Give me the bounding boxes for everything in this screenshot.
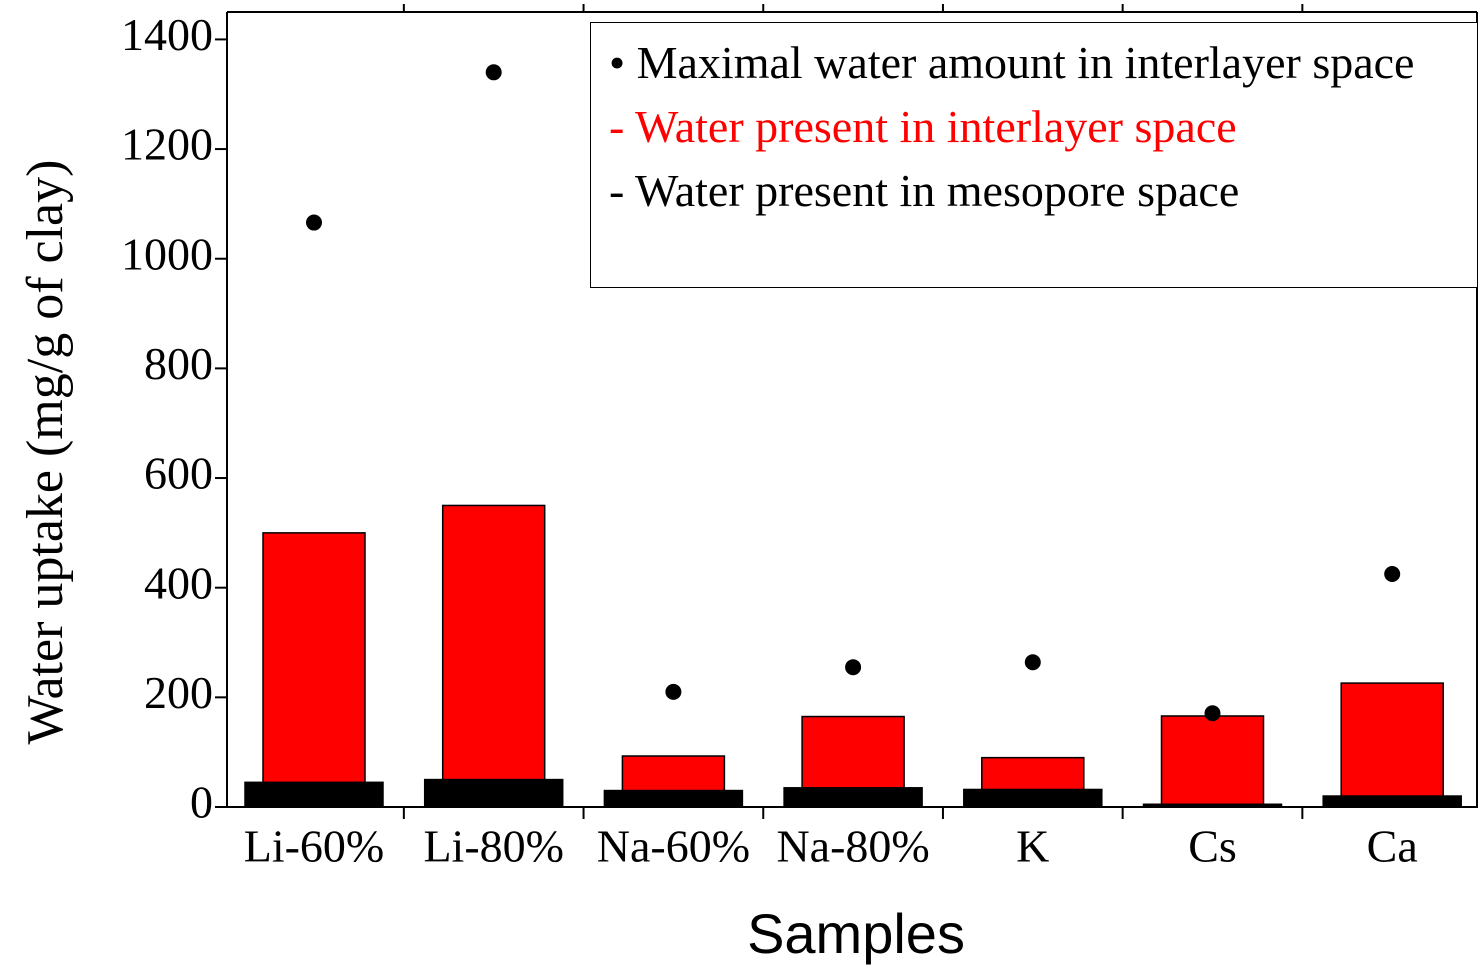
x-tick-label: K xyxy=(1016,821,1049,872)
x-tick-label: Na-60% xyxy=(597,821,750,872)
bar xyxy=(1322,795,1462,808)
y-tick-label: 200 xyxy=(144,667,213,718)
x-tick-label: Ca xyxy=(1367,821,1418,872)
bar xyxy=(963,788,1103,808)
x-tick-label: Na-80% xyxy=(776,821,929,872)
point xyxy=(1204,705,1221,722)
bar xyxy=(423,778,564,808)
legend-entry: - Water present in interlayer space xyxy=(609,101,1237,152)
legend: • Maximal water amount in interlayer spa… xyxy=(590,22,1478,288)
x-tick-label: Cs xyxy=(1188,821,1237,872)
legend-entry: • Maximal water amount in interlayer spa… xyxy=(609,37,1415,88)
bar xyxy=(603,789,744,808)
legend-entry: - Water present in mesopore space xyxy=(609,165,1240,216)
bar xyxy=(1142,803,1283,808)
point xyxy=(306,214,322,231)
bar xyxy=(441,504,546,808)
point xyxy=(665,683,682,700)
bar xyxy=(1340,682,1444,808)
y-tick-label: 800 xyxy=(144,338,213,389)
bar xyxy=(244,781,384,808)
y-tick-label: 0 xyxy=(190,777,213,828)
point xyxy=(1024,654,1041,671)
y-tick-label: 1200 xyxy=(121,119,213,170)
point xyxy=(1384,565,1401,582)
y-axis-label: Water uptake (mg/g of clay) xyxy=(17,160,74,745)
point xyxy=(485,64,502,81)
point xyxy=(845,659,862,676)
x-axis-label: Samples xyxy=(747,902,965,965)
y-tick-label: 600 xyxy=(144,448,213,499)
x-tick-label: Li-60% xyxy=(244,821,385,872)
x-tick-label: Li-80% xyxy=(423,821,564,872)
y-tick-label: 1000 xyxy=(121,228,213,279)
y-tick-label: 400 xyxy=(144,557,213,608)
bar xyxy=(783,787,923,808)
bar xyxy=(262,532,366,808)
bar xyxy=(1160,715,1265,808)
y-tick-label: 1400 xyxy=(121,9,213,60)
